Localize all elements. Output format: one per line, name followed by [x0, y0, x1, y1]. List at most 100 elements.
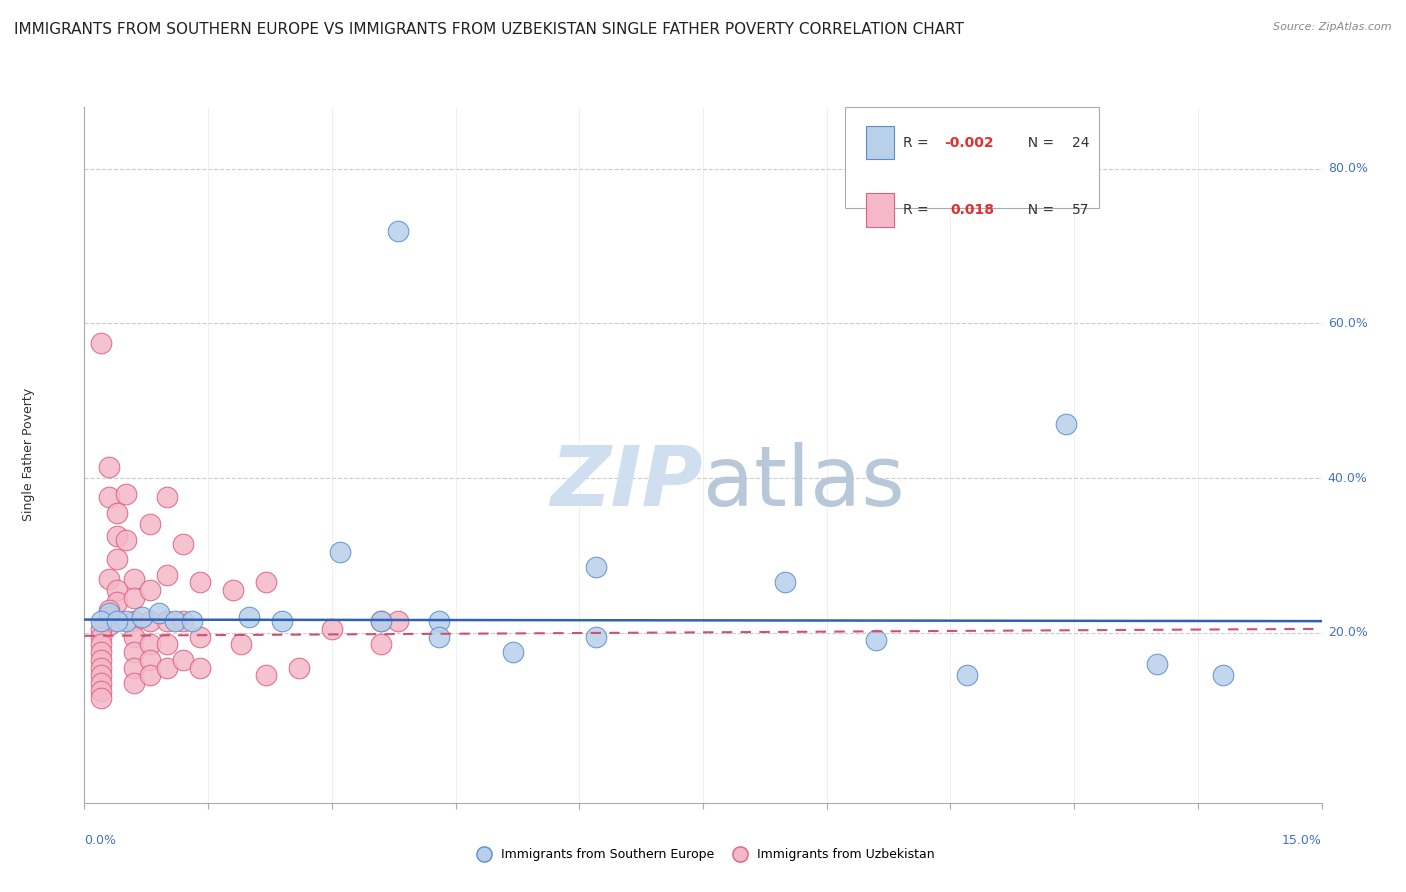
- Point: [105, 595, 128, 609]
- Point: [114, 614, 136, 628]
- Point: [427, 614, 450, 628]
- FancyBboxPatch shape: [866, 194, 894, 227]
- Text: 15.0%: 15.0%: [1282, 834, 1322, 847]
- Point: [122, 645, 145, 659]
- Text: Single Father Poverty: Single Father Poverty: [22, 388, 35, 522]
- Point: [139, 637, 162, 651]
- Point: [172, 614, 194, 628]
- Text: ZIP: ZIP: [550, 442, 703, 524]
- Text: 24: 24: [1071, 136, 1090, 150]
- Point: [98, 572, 121, 586]
- Point: [172, 653, 194, 667]
- Point: [188, 630, 211, 644]
- Point: [105, 583, 128, 598]
- Text: 60.0%: 60.0%: [1327, 317, 1368, 330]
- Point: [122, 572, 145, 586]
- Point: [98, 602, 121, 616]
- Point: [122, 676, 145, 690]
- Point: [238, 610, 260, 624]
- FancyBboxPatch shape: [845, 107, 1099, 208]
- Point: [90, 645, 112, 659]
- Point: [271, 614, 294, 628]
- Text: 80.0%: 80.0%: [1327, 162, 1368, 176]
- Point: [165, 614, 187, 628]
- Point: [148, 607, 170, 621]
- Text: N =: N =: [1018, 136, 1057, 150]
- Point: [90, 622, 112, 636]
- Point: [98, 618, 121, 632]
- Point: [1212, 668, 1234, 682]
- Point: [502, 645, 524, 659]
- Point: [90, 676, 112, 690]
- FancyBboxPatch shape: [866, 126, 894, 159]
- Point: [585, 630, 607, 644]
- Point: [865, 633, 887, 648]
- Point: [122, 614, 145, 628]
- Text: 0.0%: 0.0%: [84, 834, 117, 847]
- Point: [90, 335, 112, 350]
- Point: [427, 630, 450, 644]
- Point: [370, 637, 392, 651]
- Point: [329, 544, 352, 558]
- Point: [105, 506, 128, 520]
- Point: [122, 660, 145, 674]
- Legend: Immigrants from Southern Europe, Immigrants from Uzbekistan: Immigrants from Southern Europe, Immigra…: [467, 843, 939, 866]
- Point: [156, 567, 179, 582]
- Point: [98, 607, 121, 621]
- Point: [156, 491, 179, 505]
- Point: [370, 614, 392, 628]
- Point: [139, 614, 162, 628]
- Point: [775, 575, 797, 590]
- Text: atlas: atlas: [703, 442, 904, 524]
- Point: [1146, 657, 1168, 671]
- Point: [90, 668, 112, 682]
- Text: Source: ZipAtlas.com: Source: ZipAtlas.com: [1274, 22, 1392, 32]
- Point: [288, 660, 311, 674]
- Point: [180, 614, 202, 628]
- Point: [90, 614, 112, 628]
- Point: [98, 610, 121, 624]
- Point: [156, 660, 179, 674]
- Point: [114, 533, 136, 547]
- Text: 20.0%: 20.0%: [1327, 626, 1368, 640]
- Text: N =: N =: [1018, 203, 1057, 217]
- Text: R =: R =: [904, 136, 934, 150]
- Point: [1054, 417, 1077, 431]
- Point: [98, 491, 121, 505]
- Text: IMMIGRANTS FROM SOUTHERN EUROPE VS IMMIGRANTS FROM UZBEKISTAN SINGLE FATHER POVE: IMMIGRANTS FROM SOUTHERN EUROPE VS IMMIG…: [14, 22, 965, 37]
- Point: [956, 668, 979, 682]
- Point: [387, 224, 409, 238]
- Point: [90, 691, 112, 706]
- Point: [321, 622, 343, 636]
- Point: [222, 583, 245, 598]
- Point: [188, 575, 211, 590]
- Point: [122, 630, 145, 644]
- Text: -0.002: -0.002: [945, 136, 994, 150]
- Point: [90, 630, 112, 644]
- Point: [370, 614, 392, 628]
- Point: [229, 637, 252, 651]
- Point: [139, 668, 162, 682]
- Point: [139, 517, 162, 532]
- Point: [188, 660, 211, 674]
- Point: [139, 653, 162, 667]
- Point: [156, 637, 179, 651]
- Text: R =: R =: [904, 203, 938, 217]
- Text: 0.018: 0.018: [950, 203, 994, 217]
- Point: [387, 614, 409, 628]
- Point: [98, 459, 121, 474]
- Point: [90, 683, 112, 698]
- Point: [90, 653, 112, 667]
- Point: [105, 529, 128, 543]
- Point: [105, 552, 128, 566]
- Point: [139, 583, 162, 598]
- Point: [122, 591, 145, 605]
- Text: 57: 57: [1071, 203, 1090, 217]
- Point: [254, 668, 277, 682]
- Point: [131, 610, 153, 624]
- Point: [172, 537, 194, 551]
- Text: 40.0%: 40.0%: [1327, 472, 1368, 484]
- Point: [585, 560, 607, 574]
- Point: [90, 660, 112, 674]
- Point: [105, 614, 128, 628]
